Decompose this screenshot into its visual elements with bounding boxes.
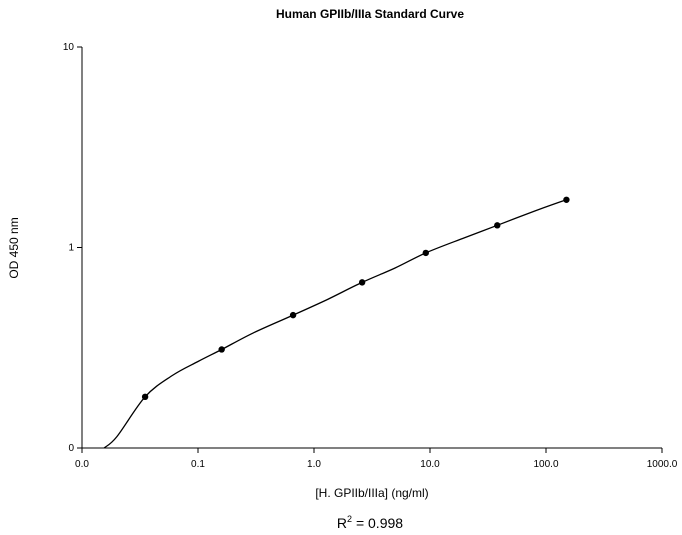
data-point <box>422 249 429 257</box>
data-point <box>358 279 366 286</box>
r-squared-value: = 0.998 <box>352 515 403 531</box>
fit-curve-line <box>103 199 567 449</box>
r-squared-symbol: R <box>337 515 347 531</box>
data-point <box>218 346 225 353</box>
data-point <box>141 393 149 401</box>
data-point <box>563 196 570 203</box>
y-ticks: 0 1 10 <box>63 42 82 454</box>
x-ticks: 0.0 0.1 1.0 10.0 100.0 1000.0 <box>75 448 678 470</box>
y-tick-label: 0 <box>68 443 74 454</box>
chart-title: Human GPIIb/IIIa Standard Curve <box>276 7 464 21</box>
data-points <box>141 196 570 401</box>
data-point <box>494 222 501 229</box>
r-squared-exponent: 2 <box>347 514 352 524</box>
data-point <box>289 311 297 319</box>
x-tick-label: 0.0 <box>75 459 89 470</box>
x-tick-label: 0.1 <box>191 459 205 470</box>
y-tick-label: 1 <box>68 243 74 254</box>
x-tick-label: 1.0 <box>307 459 321 470</box>
axes <box>81 47 662 449</box>
x-tick-label: 10.0 <box>420 459 440 470</box>
x-tick-label: 100.0 <box>533 459 558 470</box>
y-axis-label: OD 450 nm <box>7 217 21 278</box>
x-axis-label: [H. GPIIb/IIIa] (ng/ml) <box>315 486 428 500</box>
r-squared-annotation: R2 = 0.998 <box>337 514 403 531</box>
x-tick-label: 1000.0 <box>647 459 678 470</box>
y-tick-label: 10 <box>63 42 75 53</box>
